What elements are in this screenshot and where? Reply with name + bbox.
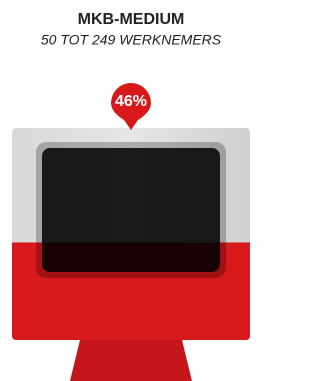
chart: MKB-MEDIUM 50 TOT 249 WERKNEMERS 46% — [0, 0, 262, 381]
value-label: 46% — [115, 93, 147, 110]
screen — [42, 148, 220, 272]
value-badge: 46% — [111, 83, 151, 130]
chart-subtitle: 50 TOT 249 WERKNEMERS — [41, 32, 222, 48]
chart-title: MKB-MEDIUM — [78, 11, 185, 28]
monitor-screen-group — [36, 142, 226, 278]
monitor-stand — [70, 340, 192, 381]
